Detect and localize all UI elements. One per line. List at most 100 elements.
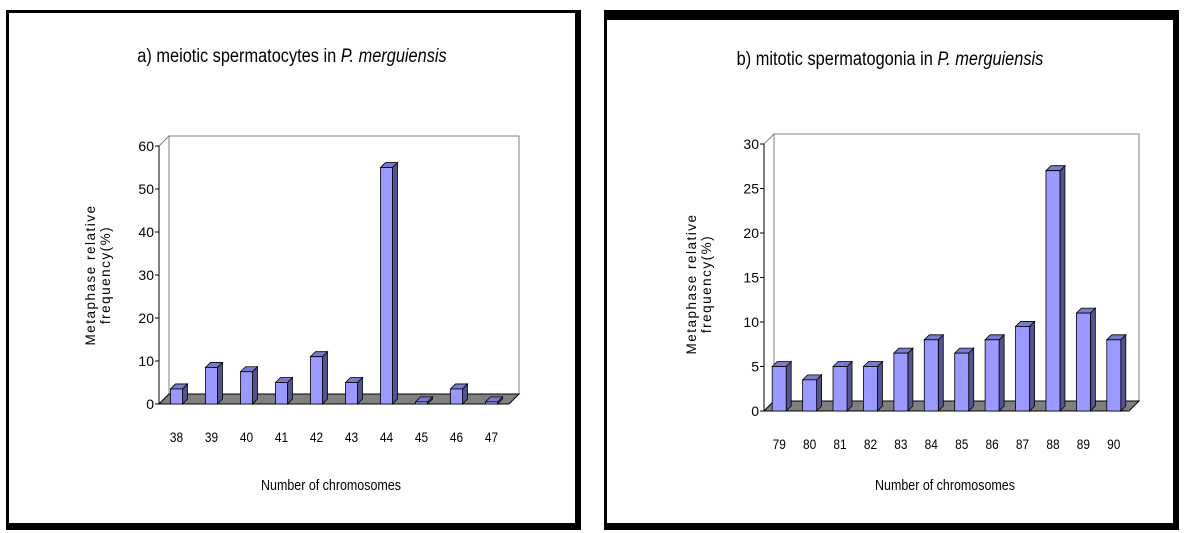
y-tick-label: 10 bbox=[743, 314, 759, 330]
bar-front bbox=[1045, 170, 1061, 412]
x-tick-label: 83 bbox=[894, 436, 907, 452]
x-tick-label: 84 bbox=[925, 436, 938, 452]
bar-side bbox=[217, 361, 223, 405]
bar-side bbox=[907, 347, 914, 412]
x-tick-label: 81 bbox=[833, 436, 846, 452]
y-tick-label: 50 bbox=[138, 181, 154, 197]
bar-front bbox=[863, 366, 878, 412]
bar-40 bbox=[239, 365, 259, 405]
y-axis-title-line2: frequency(%) bbox=[98, 226, 113, 324]
side-wall bbox=[158, 134, 170, 406]
chart-panel-b: b) mitotic spermatogonia in P. merguiens… bbox=[604, 10, 1179, 530]
back-wall bbox=[168, 135, 520, 395]
bar-front bbox=[893, 352, 909, 412]
bar-front bbox=[310, 356, 323, 405]
bar-side bbox=[968, 347, 975, 412]
x-tick-label: 46 bbox=[450, 429, 463, 445]
y-axis-title-line2: frequency(%) bbox=[699, 235, 714, 333]
y-tick-label: 10 bbox=[138, 353, 154, 369]
bar-83 bbox=[892, 347, 914, 412]
x-tick-label: 38 bbox=[170, 429, 183, 445]
x-tick-label: 89 bbox=[1077, 436, 1090, 452]
bar-front bbox=[984, 339, 1000, 412]
bar-front bbox=[415, 401, 428, 405]
x-tick-label: 43 bbox=[345, 429, 358, 445]
chart-title-main: b) mitotic spermatogonia in bbox=[736, 49, 938, 70]
bar-front bbox=[240, 371, 253, 405]
x-tick-label: 85 bbox=[955, 436, 968, 452]
bar-side bbox=[846, 360, 853, 412]
y-tick-label: 20 bbox=[743, 225, 759, 241]
x-tick-label: 82 bbox=[864, 436, 877, 452]
x-tick-label: 45 bbox=[415, 429, 428, 445]
x-tick-label: 90 bbox=[1107, 436, 1120, 452]
bar-side bbox=[392, 161, 398, 405]
x-axis-title: Number of chromosomes bbox=[875, 477, 1015, 493]
bar-88 bbox=[1044, 164, 1066, 412]
y-tick-label: 60 bbox=[138, 138, 154, 154]
bar-front bbox=[1015, 326, 1030, 412]
bar-side bbox=[816, 373, 823, 412]
y-tick-label: 20 bbox=[138, 310, 154, 326]
bar-front bbox=[345, 382, 358, 405]
bar-side bbox=[1059, 164, 1066, 412]
x-tick-label: 87 bbox=[1016, 436, 1029, 452]
bar-41 bbox=[274, 376, 294, 405]
x-tick-label: 88 bbox=[1046, 436, 1059, 452]
bar-side bbox=[998, 333, 1005, 412]
bar-47 bbox=[484, 395, 504, 405]
x-tick-label: 42 bbox=[310, 429, 323, 445]
chart-title-species: P. merguiensis bbox=[340, 46, 447, 67]
bar-front bbox=[485, 401, 498, 405]
bar-46 bbox=[449, 382, 469, 405]
y-axis-title-line1: Metaphase relative bbox=[684, 213, 699, 354]
bar-front bbox=[1106, 339, 1122, 412]
bar-79 bbox=[771, 360, 793, 412]
bar-45 bbox=[414, 395, 434, 405]
y-tick-label: 0 bbox=[751, 403, 759, 419]
bar-front bbox=[170, 388, 183, 405]
bar-front bbox=[205, 367, 218, 405]
bar-side bbox=[877, 360, 883, 412]
bar-42 bbox=[309, 350, 329, 405]
x-axis-title: Number of chromosomes bbox=[261, 477, 401, 493]
bar-side bbox=[1089, 307, 1096, 412]
bar-chart-b: 0 5 10 15 20 25 30 79 80 81 82 83 84 85 86 87 88 89 90 Meta… bbox=[684, 132, 1141, 493]
x-tick-label: 41 bbox=[275, 429, 288, 445]
chart-panel-a: a) meiotic spermatocytes in P. merguiens… bbox=[6, 10, 581, 530]
bar-front bbox=[450, 388, 463, 405]
bar-front bbox=[923, 339, 939, 412]
bar-90 bbox=[1105, 333, 1127, 412]
y-tick-label: 15 bbox=[743, 270, 759, 286]
y-axis-title-line1: Metaphase relative bbox=[83, 204, 98, 345]
bar-chart-a: 0 10 20 30 40 50 60 38 39 40 41 42 43 44 45 46 47 Metapha… bbox=[83, 134, 521, 493]
bar-44 bbox=[379, 161, 399, 405]
bar-side bbox=[322, 350, 328, 405]
bar-side bbox=[785, 360, 792, 412]
bar-80 bbox=[801, 373, 823, 412]
x-tick-label: 47 bbox=[485, 429, 498, 445]
bar-side bbox=[937, 333, 944, 412]
y-tick-label: 30 bbox=[138, 267, 154, 283]
y-tick-label: 30 bbox=[743, 136, 759, 152]
x-tick-label: 40 bbox=[240, 429, 253, 445]
bar-front bbox=[771, 366, 787, 412]
bar-38 bbox=[169, 382, 189, 405]
bar-front bbox=[802, 379, 818, 412]
bar-side bbox=[252, 365, 258, 405]
bar-84 bbox=[923, 333, 945, 412]
bar-85 bbox=[953, 347, 975, 412]
chart-title-main: a) meiotic spermatocytes in bbox=[137, 46, 341, 67]
y-tick-label: 40 bbox=[138, 224, 154, 240]
bar-front bbox=[275, 382, 288, 405]
chart-title: b) mitotic spermatogonia in P. merguiens… bbox=[647, 49, 1134, 71]
bar-front bbox=[1075, 312, 1091, 412]
bar-82 bbox=[862, 360, 884, 412]
chart-title-species: P. merguiensis bbox=[937, 49, 1044, 70]
bar-87 bbox=[1014, 320, 1036, 412]
x-tick-label: 39 bbox=[205, 429, 218, 445]
bar-front bbox=[832, 366, 848, 412]
y-tick-label: 0 bbox=[146, 396, 154, 412]
y-tick-label: 25 bbox=[743, 181, 759, 197]
bar-front bbox=[954, 352, 970, 412]
